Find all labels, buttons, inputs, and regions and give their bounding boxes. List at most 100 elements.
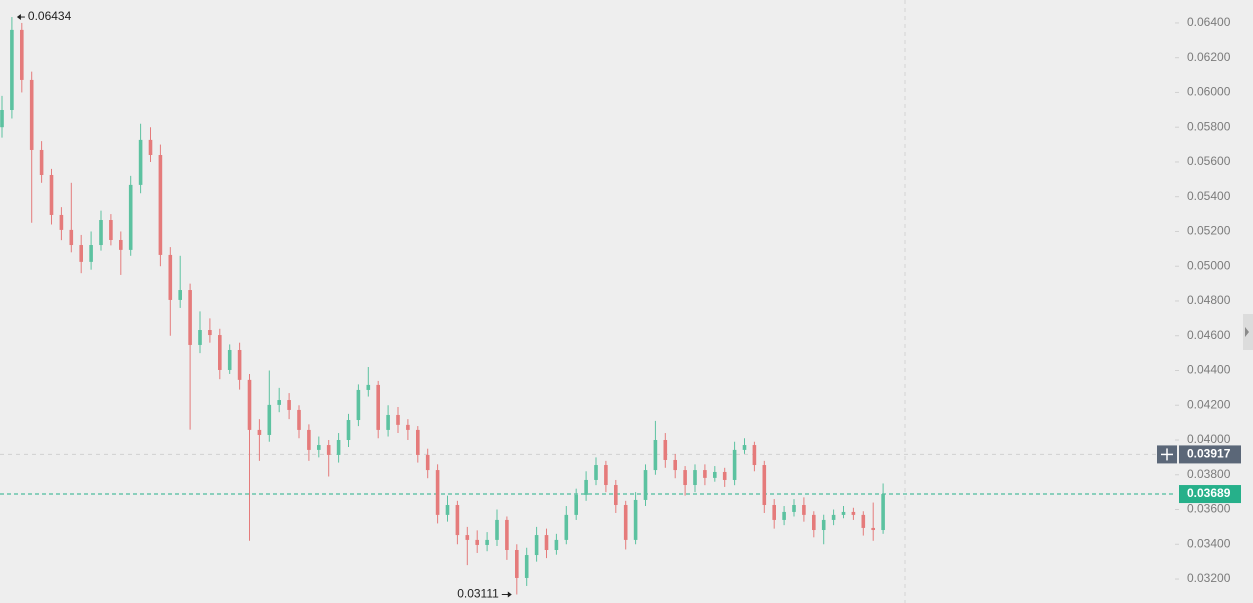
candle-body bbox=[287, 400, 291, 410]
candle-body bbox=[445, 504, 450, 515]
candle-body bbox=[29, 79, 34, 150]
low-arrowhead bbox=[507, 591, 512, 598]
candle-body bbox=[742, 445, 747, 450]
candle-body bbox=[138, 139, 143, 185]
crosshair-price-label: 0.03917 bbox=[1187, 447, 1231, 461]
candle-body bbox=[307, 429, 311, 450]
low-marker-label: 0.03111 bbox=[457, 587, 499, 601]
y-tick-label: 0.03800 bbox=[1187, 467, 1231, 481]
y-tick-label: 0.04600 bbox=[1187, 328, 1231, 342]
candle-body bbox=[247, 379, 252, 430]
high-arrowhead bbox=[16, 14, 21, 21]
candle-body bbox=[683, 470, 687, 486]
high-marker-label: 0.06434 bbox=[28, 9, 72, 23]
candle-body bbox=[148, 139, 153, 156]
candle-body bbox=[49, 174, 54, 215]
candle-body bbox=[524, 555, 529, 578]
candle-body bbox=[267, 404, 272, 435]
candle-body bbox=[435, 470, 440, 515]
candle-body bbox=[851, 511, 856, 515]
candle-body bbox=[732, 449, 737, 480]
y-tick-label: 0.05000 bbox=[1187, 258, 1231, 272]
candle-body bbox=[604, 465, 608, 486]
candle-body bbox=[534, 535, 539, 556]
candle-body bbox=[564, 514, 569, 540]
candle-body bbox=[722, 471, 727, 480]
y-tick-label: 0.03400 bbox=[1187, 536, 1231, 550]
candle-body bbox=[89, 245, 93, 262]
candle-body bbox=[227, 349, 232, 370]
candle-body bbox=[59, 214, 64, 230]
candle-body bbox=[792, 504, 796, 512]
candle-body bbox=[703, 470, 707, 478]
candle-body bbox=[623, 504, 628, 540]
side-panel-arrow bbox=[1245, 327, 1249, 337]
candle-body bbox=[20, 29, 24, 80]
candle-body bbox=[633, 499, 638, 540]
candle-body bbox=[336, 439, 341, 455]
candle-body bbox=[495, 519, 499, 540]
candle-body bbox=[237, 349, 242, 380]
candle-body bbox=[188, 290, 192, 345]
candle-body bbox=[614, 485, 618, 505]
candle-body bbox=[544, 535, 549, 550]
candle-body bbox=[485, 539, 489, 545]
candle-body bbox=[406, 424, 410, 430]
candle-body bbox=[772, 504, 776, 520]
candle-body bbox=[594, 465, 598, 480]
candle-body bbox=[376, 384, 380, 430]
candle-body bbox=[10, 29, 14, 110]
candle-body bbox=[366, 384, 371, 390]
y-tick-label: 0.05800 bbox=[1187, 119, 1231, 133]
candle-body bbox=[109, 219, 113, 240]
candle-body bbox=[455, 504, 460, 536]
candle-body bbox=[505, 519, 509, 550]
y-tick-label: 0.05600 bbox=[1187, 154, 1231, 168]
candle-body bbox=[158, 155, 163, 255]
candle-body bbox=[841, 511, 846, 515]
last-price-label: 0.03689 bbox=[1187, 486, 1231, 500]
candle-body bbox=[208, 329, 212, 336]
candle-body bbox=[693, 470, 697, 486]
candle-body bbox=[643, 470, 648, 500]
candle-body bbox=[515, 549, 519, 578]
y-tick-label: 0.04200 bbox=[1187, 397, 1231, 411]
candle-body bbox=[782, 511, 786, 520]
candle-body bbox=[198, 329, 202, 345]
candle-body bbox=[277, 400, 281, 405]
candle-body bbox=[881, 494, 885, 531]
y-tick-label: 0.04400 bbox=[1187, 363, 1231, 377]
candle-body bbox=[168, 254, 173, 300]
candle-body bbox=[128, 184, 133, 250]
last-price-box bbox=[1179, 485, 1241, 504]
candle-body bbox=[416, 429, 420, 455]
y-tick-label: 0.06400 bbox=[1187, 15, 1231, 29]
candle-body bbox=[475, 539, 479, 545]
candle-body bbox=[465, 535, 470, 540]
candle-body bbox=[554, 539, 559, 550]
candle-body bbox=[831, 514, 836, 520]
y-tick-label: 0.05200 bbox=[1187, 224, 1231, 238]
candle-body bbox=[861, 514, 866, 528]
candle-body bbox=[871, 527, 875, 531]
y-tick-label: 0.04000 bbox=[1187, 432, 1231, 446]
candle-body bbox=[574, 494, 578, 515]
candle-body bbox=[653, 439, 658, 471]
y-tick-label: 0.05400 bbox=[1187, 189, 1231, 203]
candle-body bbox=[119, 239, 123, 250]
candle-body bbox=[0, 109, 4, 128]
y-tick-label: 0.03600 bbox=[1187, 502, 1231, 516]
candle-body bbox=[396, 414, 400, 425]
candle-body bbox=[99, 219, 103, 246]
candle-body bbox=[584, 479, 588, 495]
candle-body bbox=[317, 445, 321, 450]
crosshair-price-box bbox=[1179, 445, 1241, 464]
candle-body bbox=[257, 429, 262, 435]
candle-body bbox=[752, 445, 757, 466]
candle-body bbox=[425, 454, 430, 471]
y-tick-label: 0.06200 bbox=[1187, 50, 1231, 64]
candle-body bbox=[39, 149, 44, 175]
y-tick-label: 0.06000 bbox=[1187, 85, 1231, 99]
candle-body bbox=[297, 409, 301, 430]
